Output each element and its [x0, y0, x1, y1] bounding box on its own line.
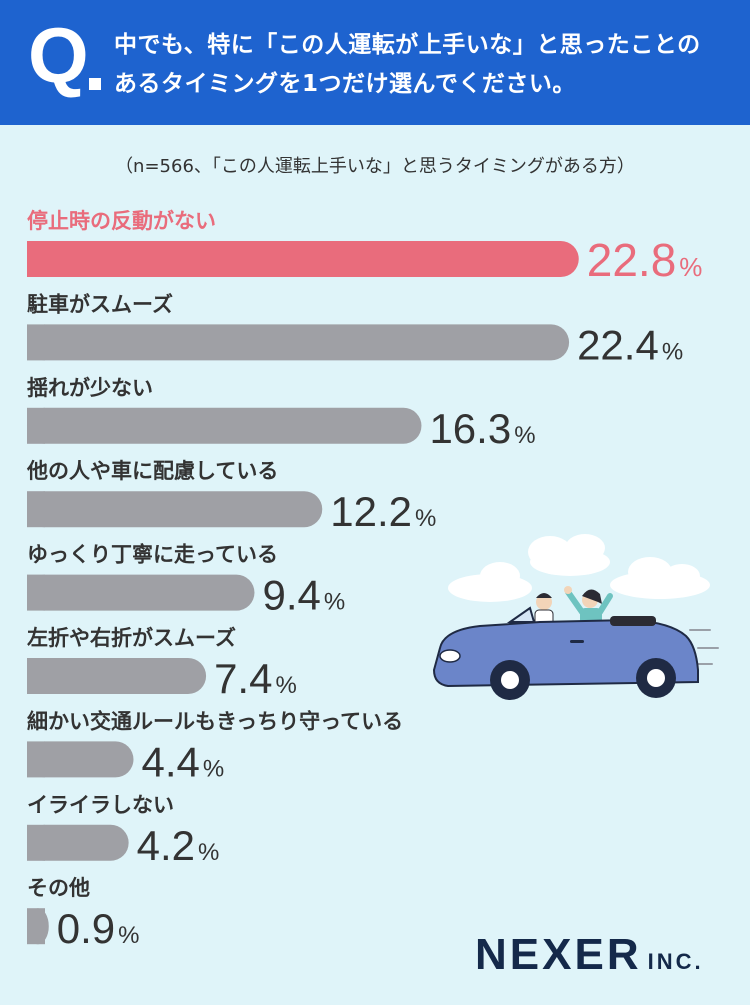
- value-label: 4.2%: [137, 822, 220, 869]
- category-label: 他の人や車に配慮している: [26, 459, 278, 483]
- value-label: 16.3%: [429, 405, 535, 452]
- bar-left-edge: [27, 324, 45, 361]
- logo-suffix: INC.: [647, 949, 704, 974]
- bar-left-edge: [27, 574, 45, 611]
- bar-left-edge: [27, 491, 45, 528]
- value-label: 22.4%: [577, 321, 683, 368]
- category-label: その他: [27, 876, 90, 900]
- category-label: 駐車がスムーズ: [27, 292, 173, 316]
- nexer-logo: NEXER INC.: [475, 930, 704, 980]
- car-icon: [432, 606, 699, 700]
- category-label: 停止時の反動がない: [27, 209, 216, 233]
- question-header: Q 中でも、特に「この人運転が上手いな」と思ったことの あるタイミングを1つだけ…: [0, 0, 750, 125]
- sample-subtitle: （n=566、「この人運転上手いな」と思うタイミングがある方）: [115, 156, 635, 177]
- bar: [27, 824, 129, 861]
- value-label: 9.4%: [262, 572, 345, 619]
- value-label: 0.9%: [57, 905, 140, 952]
- cloud-icon: [448, 534, 710, 602]
- bar-left-edge: [27, 658, 45, 694]
- logo-name: NEXER: [475, 930, 642, 979]
- category-label: 左折や右折がスムーズ: [27, 626, 236, 650]
- bar-left-edge: [27, 824, 45, 861]
- value-label: 7.4%: [214, 655, 297, 702]
- bar-left-edge: [27, 908, 45, 945]
- bar: [27, 574, 255, 611]
- value-label: 22.8%: [587, 234, 703, 286]
- bar: [27, 241, 579, 277]
- question-line-1: 中でも、特に「この人運転が上手いな」と思ったことの: [114, 32, 701, 58]
- bar-left-edge: [27, 741, 45, 778]
- bar: [27, 658, 207, 694]
- category-label: イライラしない: [27, 793, 174, 817]
- bar-left-edge: [27, 241, 45, 277]
- category-label: 揺れが少ない: [27, 376, 153, 400]
- question-mark-dot: [89, 78, 101, 90]
- question-mark: Q: [28, 11, 89, 99]
- value-label: 12.2%: [330, 488, 436, 535]
- bar: [27, 324, 570, 361]
- category-label: ゆっくり丁寧に走っている: [27, 543, 278, 567]
- question-line-2: あるタイミングを1つだけ選んでください。: [114, 71, 576, 97]
- car-illustration: [432, 534, 719, 700]
- bar: [27, 741, 134, 778]
- question-text: 中でも、特に「この人運転が上手いな」と思ったことの あるタイミングを1つだけ選ん…: [114, 26, 734, 104]
- bar: [27, 491, 323, 528]
- bar: [27, 407, 422, 444]
- value-label: 4.4%: [141, 738, 224, 785]
- category-label: 細かい交通ルールもきっちり守っている: [27, 709, 403, 733]
- bar-left-edge: [27, 407, 45, 444]
